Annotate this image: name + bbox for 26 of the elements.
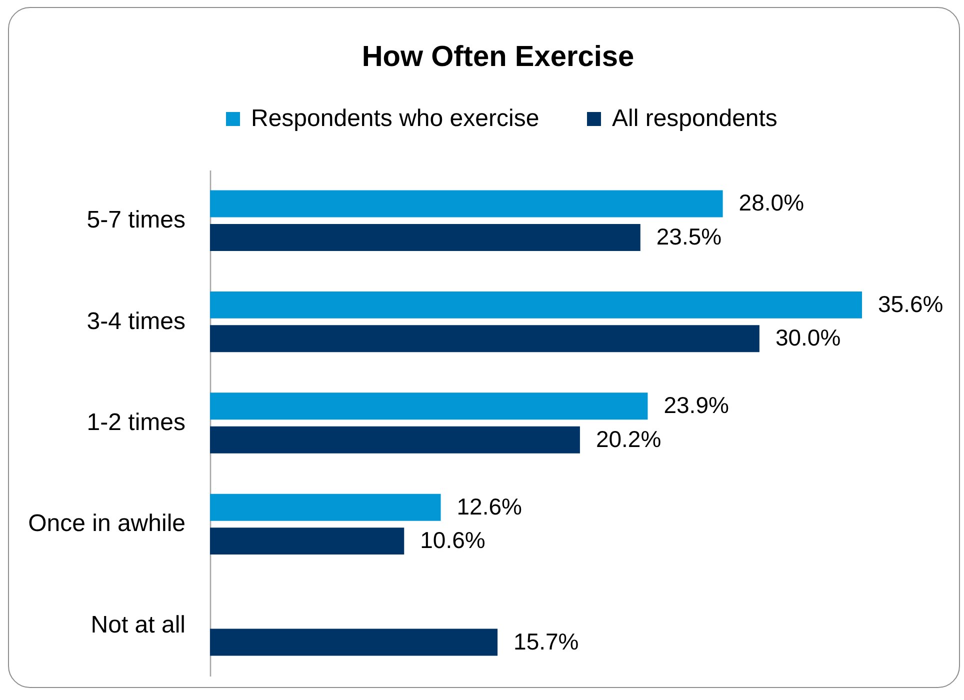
data-label: 30.0% xyxy=(775,324,841,351)
bar xyxy=(210,628,498,656)
y-tick-label: Not at all xyxy=(90,611,186,638)
data-label: 12.6% xyxy=(456,493,522,520)
data-label: 10.6% xyxy=(420,527,486,554)
legend-label: Respondents who exercise xyxy=(251,105,540,132)
y-tick-label: 1-2 times xyxy=(86,409,186,436)
bar xyxy=(210,224,640,251)
bar xyxy=(210,426,580,454)
data-label: 23.9% xyxy=(664,392,729,418)
bar xyxy=(210,291,862,318)
data-label: 15.7% xyxy=(514,628,579,654)
bar xyxy=(210,528,404,555)
bar xyxy=(210,494,441,521)
bar xyxy=(210,325,760,352)
legend-label: All respondents xyxy=(612,105,778,132)
data-label: 35.6% xyxy=(878,290,944,317)
y-tick-label: Once in awhile xyxy=(28,510,186,538)
data-label: 23.5% xyxy=(656,223,722,250)
bar xyxy=(210,190,723,218)
y-tick-label: 3-4 times xyxy=(86,308,186,335)
y-tick-label: 5-7 times xyxy=(86,206,186,234)
chart-title: How Often Exercise xyxy=(362,41,634,73)
bar xyxy=(210,392,648,420)
data-label: 20.2% xyxy=(596,426,662,452)
data-label: 28.0% xyxy=(738,190,804,216)
